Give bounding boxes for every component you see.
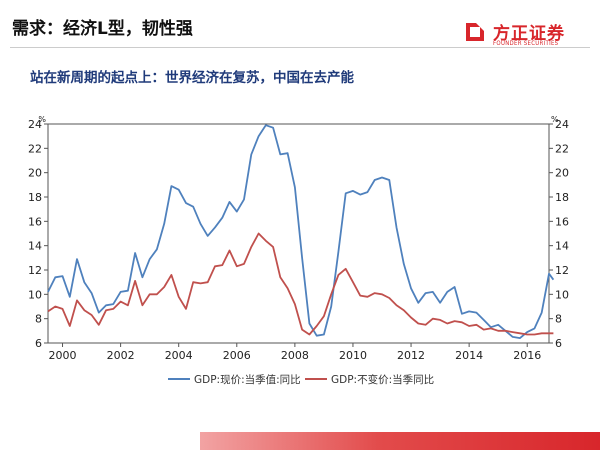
gdp-growth-chart: 6 6 8 8 10 10 12 12 14 14 16 16 18 18 20 20 22 22 24 24% % 20… [28, 115, 569, 386]
y-unit-right: % [551, 115, 559, 124]
y-tick-label-right: 14 [555, 240, 569, 253]
y-tick-label-right: 6 [555, 337, 562, 350]
y-tick-label-right: 12 [555, 264, 569, 277]
x-tick-label: 2010 [339, 349, 367, 362]
y-unit-left: % [38, 115, 46, 124]
chart-axes: 6 6 8 8 10 10 12 12 14 14 16 16 18 18 20 20 22 22 24 24% % 20… [28, 115, 569, 362]
header-divider [10, 47, 590, 48]
brand-mark-icon [466, 23, 484, 41]
brand-name-cn: 方正证券 [493, 24, 565, 44]
y-tick-label-right: 18 [555, 191, 569, 204]
series-line-2 [47, 232, 554, 336]
legend-label-2: GDP:不变价:当季同比 [331, 373, 434, 386]
x-tick-label: 2000 [49, 349, 77, 362]
series-line-1 [47, 124, 555, 339]
legend-label-1: GDP:现价:当季值:同比 [194, 373, 301, 386]
y-tick-label-right: 8 [555, 313, 562, 326]
y-tick-label-right: 16 [555, 215, 569, 228]
x-tick-label: 2004 [165, 349, 193, 362]
y-tick-label-left: 10 [28, 288, 42, 301]
x-tick-label: 2012 [397, 349, 425, 362]
y-tick-label-left: 18 [28, 191, 42, 204]
slide-title: 需求：经济L型，韧性强 [12, 19, 193, 39]
x-tick-label: 2016 [513, 349, 541, 362]
x-tick-label: 2006 [223, 349, 251, 362]
y-tick-label-right: 20 [555, 167, 569, 180]
chart-lines [47, 124, 555, 339]
brand-name-en: FOUNDER SECURITIES [493, 40, 559, 47]
y-tick-label-left: 20 [28, 167, 42, 180]
y-tick-label-left: 24 [28, 118, 42, 131]
x-tick-label: 2008 [281, 349, 309, 362]
y-tick-label-left: 22 [28, 142, 42, 155]
y-tick-label-right: 24 [555, 118, 569, 131]
y-tick-label-left: 8 [35, 313, 42, 326]
chart-legend: GDP:现价:当季值:同比 GDP:不变价:当季同比 [168, 373, 434, 386]
y-tick-label-left: 16 [28, 215, 42, 228]
x-tick-label: 2002 [107, 349, 135, 362]
y-tick-label-right: 22 [555, 142, 569, 155]
y-tick-label-left: 12 [28, 264, 42, 277]
brand-logo: 方正证券 FOUNDER SECURITIES [463, 20, 595, 50]
footer-band [200, 432, 600, 450]
y-tick-label-right: 10 [555, 288, 569, 301]
x-tick-label: 2014 [455, 349, 483, 362]
y-tick-label-left: 14 [28, 240, 42, 253]
slide-subtitle: 站在新周期的起点上：世界经济在复苏，中国在去产能 [30, 70, 354, 86]
y-tick-label-left: 6 [35, 337, 42, 350]
plot-frame [47, 123, 550, 344]
